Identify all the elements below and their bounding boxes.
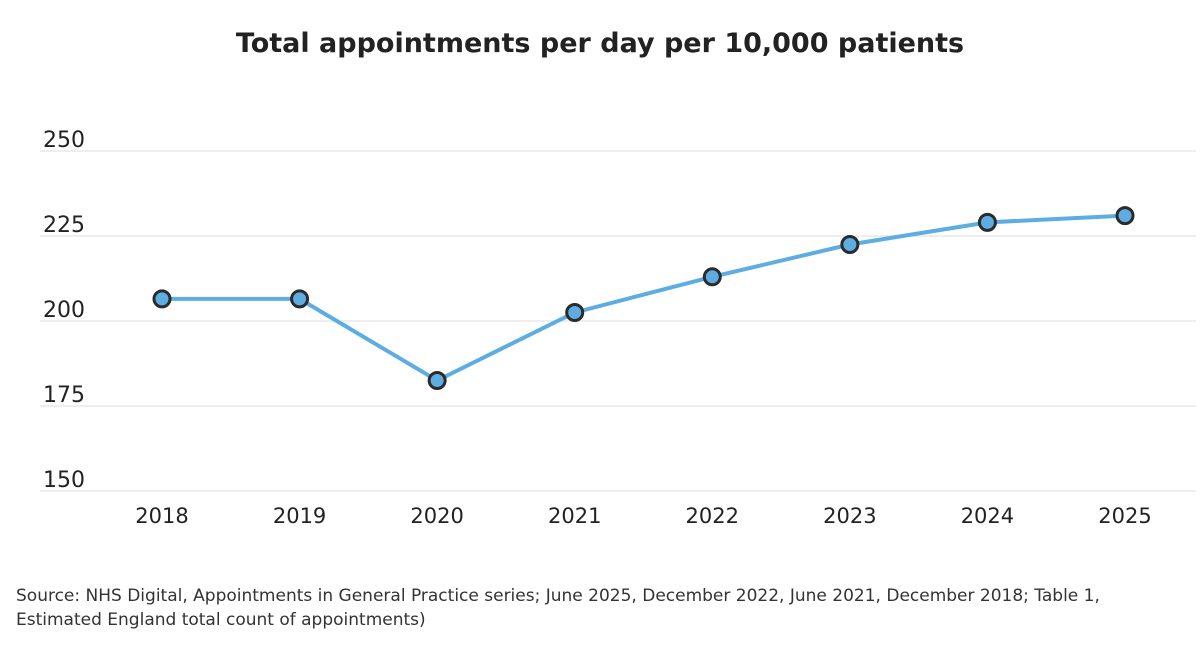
data-point-2019 [290, 289, 310, 309]
gridlines [40, 150, 1196, 492]
x-tick-label: 2020 [410, 504, 463, 528]
data-point-2024 [977, 212, 997, 232]
x-tick-label: 2022 [686, 504, 739, 528]
data-point-2023 [840, 235, 860, 254]
x-tick-label: 2023 [823, 504, 876, 528]
y-axis-ticks: 150 175 200 225 250 [43, 128, 85, 493]
y-tick-label: 200 [43, 298, 85, 323]
series-line [160, 213, 1127, 383]
y-tick-label: 250 [43, 128, 85, 153]
y-tick-label: 175 [43, 383, 85, 408]
x-tick-label: 2025 [1098, 504, 1151, 528]
x-tick-label: 2021 [548, 504, 601, 528]
data-point-2025 [1115, 206, 1135, 226]
source-note: Source: NHS Digital, Appointments in Gen… [16, 586, 1100, 630]
x-tick-label: 2018 [135, 504, 188, 528]
data-point-2022 [702, 267, 722, 287]
y-tick-label: 150 [43, 468, 85, 493]
y-tick-label: 225 [43, 213, 85, 238]
series-group [152, 206, 1135, 390]
x-tick-label: 2019 [273, 504, 326, 528]
x-axis-ticks: 2018 2019 2020 2021 2022 2023 2024 2025 [135, 504, 1151, 528]
chart-title: Total appointments per day per 10,000 pa… [235, 28, 965, 59]
x-tick-label: 2024 [961, 504, 1014, 528]
data-point-2021 [565, 303, 585, 322]
data-point-2018 [152, 289, 172, 309]
data-point-2020 [427, 371, 447, 390]
